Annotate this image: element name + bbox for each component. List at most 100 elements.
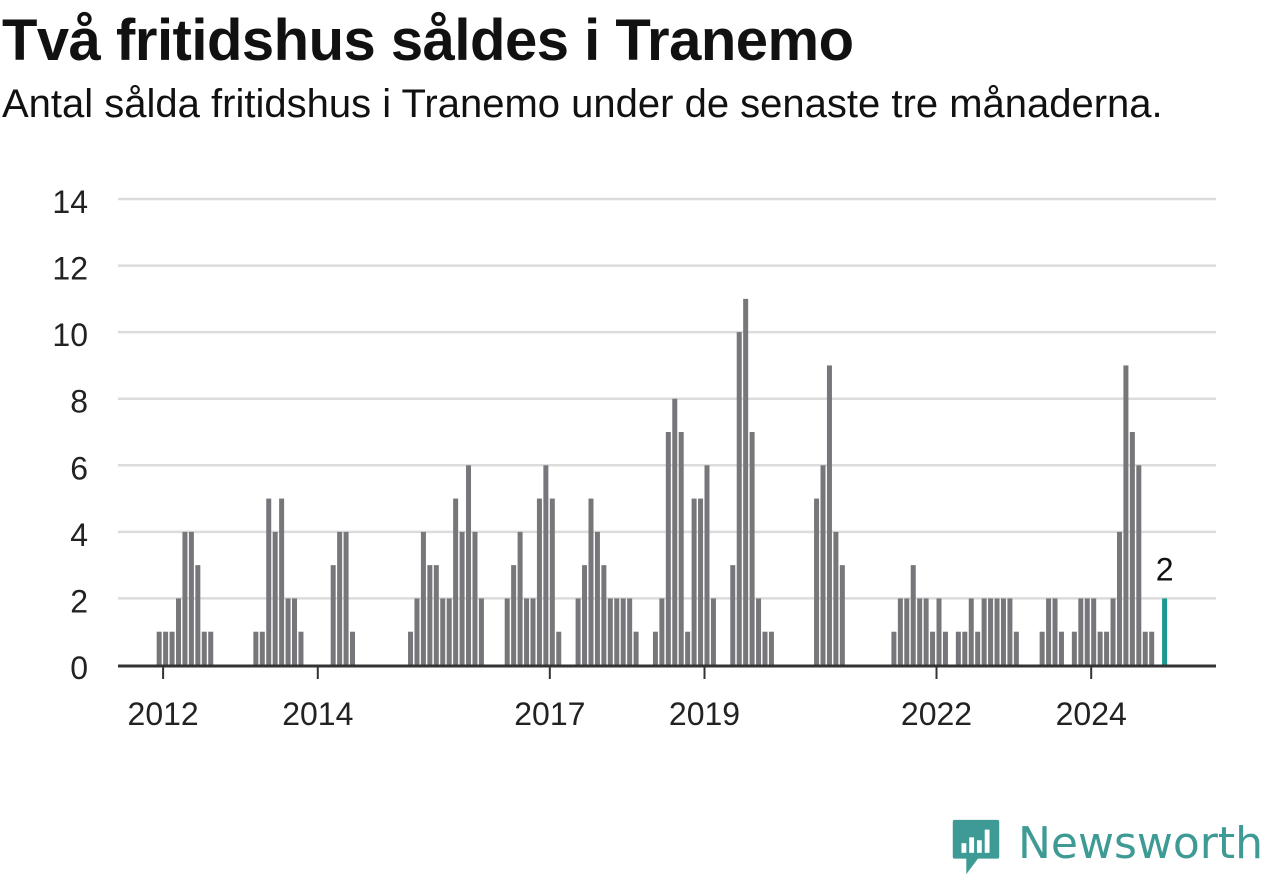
bar <box>279 498 285 665</box>
bar <box>195 565 201 665</box>
bar <box>1142 631 1148 665</box>
bar <box>453 498 459 665</box>
x-tick-label: 2012 <box>128 696 199 732</box>
bar <box>698 498 704 665</box>
bar <box>1058 631 1064 665</box>
bar <box>826 365 832 665</box>
bar <box>614 598 620 665</box>
bar <box>414 598 420 665</box>
y-tick-label: 6 <box>70 450 88 486</box>
bar <box>678 432 684 665</box>
bar <box>672 398 678 665</box>
bar <box>446 598 452 665</box>
bar <box>962 631 968 665</box>
newsworthy-chart-icon <box>952 819 1000 875</box>
bar <box>343 531 349 665</box>
bar <box>743 298 749 665</box>
bar <box>1136 465 1142 665</box>
bar <box>350 631 356 665</box>
bar <box>1110 598 1116 665</box>
bar <box>1129 432 1135 665</box>
bar <box>201 631 207 665</box>
bar <box>756 598 762 665</box>
bar <box>891 631 897 665</box>
bar <box>298 631 304 665</box>
bar <box>169 631 175 665</box>
y-tick-label: 10 <box>52 317 88 353</box>
bar <box>1052 598 1058 665</box>
bar <box>582 565 588 665</box>
bar <box>1149 631 1155 665</box>
bar <box>994 598 1000 665</box>
y-tick-label: 2 <box>70 583 88 619</box>
bar <box>466 465 472 665</box>
bar <box>266 498 272 665</box>
bar <box>176 598 182 665</box>
bar <box>588 498 594 665</box>
y-tick-label: 0 <box>70 650 88 686</box>
y-tick-label: 14 <box>52 184 88 220</box>
highlight-value-label: 2 <box>1156 551 1174 587</box>
bar <box>633 631 639 665</box>
bar <box>408 631 414 665</box>
axes <box>118 664 1216 679</box>
bar <box>981 598 987 665</box>
bar <box>710 598 716 665</box>
bar <box>762 631 768 665</box>
bar <box>543 465 549 665</box>
bar <box>1071 631 1077 665</box>
bar <box>1007 598 1013 665</box>
bar <box>517 531 523 665</box>
bar <box>910 565 916 665</box>
x-tick-label: 2019 <box>669 696 740 732</box>
bar <box>704 465 710 665</box>
bar <box>814 498 820 665</box>
highlight-bar <box>1162 598 1168 665</box>
bar <box>459 531 465 665</box>
bar <box>1097 631 1103 665</box>
bar <box>1046 598 1052 665</box>
bar <box>1078 598 1084 665</box>
bar <box>1039 631 1045 665</box>
y-tick-label: 4 <box>70 517 88 553</box>
bar <box>820 465 826 665</box>
bar <box>337 531 343 665</box>
bar <box>556 631 562 665</box>
x-tick-label: 2014 <box>282 696 353 732</box>
bar <box>1013 631 1019 665</box>
bar <box>897 598 903 665</box>
bar <box>665 432 671 665</box>
bar <box>536 498 542 665</box>
y-tick-label: 12 <box>52 251 88 287</box>
bar <box>594 531 600 665</box>
bar <box>1000 598 1006 665</box>
axis-labels: 0 2 4 6 8 10 12 14 2 2012 2014 2017 2019 2022 2024 <box>52 184 1173 732</box>
bar <box>504 598 510 665</box>
brand-name: Newsworthy <box>1018 818 1262 869</box>
bar <box>292 598 298 665</box>
bar <box>549 498 555 665</box>
bar <box>768 631 774 665</box>
bar <box>601 565 607 665</box>
bar <box>182 531 188 665</box>
bar <box>1116 531 1122 665</box>
bar <box>620 598 626 665</box>
bar <box>472 531 478 665</box>
bar <box>936 598 942 665</box>
bar <box>285 598 291 665</box>
bar <box>685 631 691 665</box>
bar <box>839 565 845 665</box>
bar <box>917 598 923 665</box>
bar <box>1091 598 1097 665</box>
bar <box>923 598 929 665</box>
bar <box>420 531 426 665</box>
bar <box>1123 365 1129 665</box>
chart-title: Två fritidshus såldes i Tranemo <box>2 8 854 73</box>
bar <box>163 631 169 665</box>
bar <box>736 332 742 665</box>
chart-subtitle: Antal sålda fritidshus i Tranemo under d… <box>2 82 1163 126</box>
bar <box>691 498 697 665</box>
x-tick-label: 2024 <box>1056 696 1127 732</box>
bar <box>1104 631 1110 665</box>
bar <box>730 565 736 665</box>
